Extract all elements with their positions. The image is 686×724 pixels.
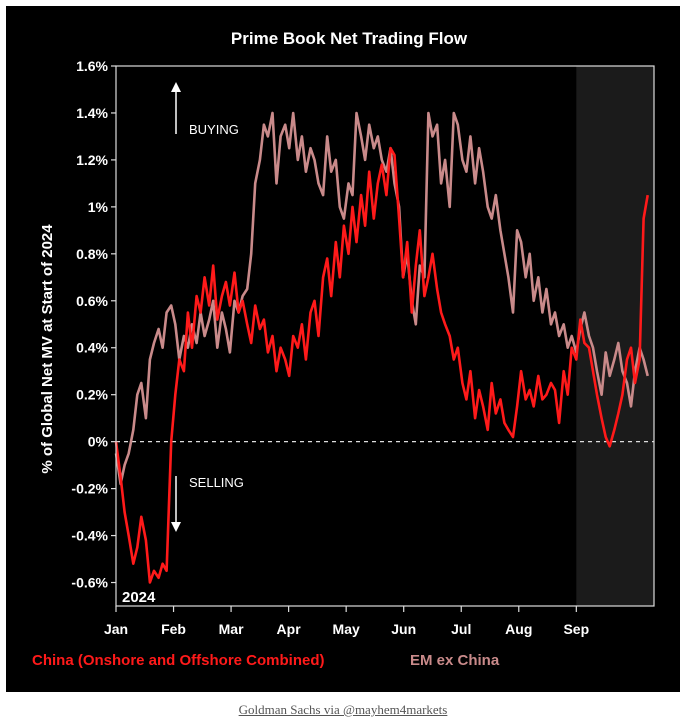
year-label: 2024 (122, 589, 156, 606)
source-caption[interactable]: Goldman Sachs via @mayhem4markets (238, 702, 448, 717)
x-axis-ticks: Jan Feb Mar Apr May Jun Jul Aug Sep (104, 606, 589, 637)
y-tick-label: 0.4% (76, 340, 108, 356)
chart-title: Prime Book Net Trading Flow (231, 29, 468, 48)
y-tick-label: 0.2% (76, 387, 108, 403)
selling-label: SELLING (189, 475, 244, 490)
y-axis-label: % of Global Net MV at Start of 2024 (39, 224, 56, 474)
series-lines (114, 111, 649, 584)
chart-frame: Prime Book Net Trading Flow -0.6% -0.4% -0… (6, 6, 680, 692)
y-tick-label: -0.6% (71, 575, 108, 591)
series-line-china (114, 146, 649, 584)
y-tick-label: -0.4% (71, 528, 108, 544)
line-chart: Prime Book Net Trading Flow -0.6%-0.4%-0… (32, 29, 655, 669)
legend-china: China (Onshore and Offshore Combined) (32, 652, 325, 669)
y-tick-label: -0.2% (71, 481, 108, 497)
series-line-em-ex-china (114, 111, 649, 486)
buying-annotation: BUYING (171, 82, 239, 137)
x-tick-label: Mar (219, 621, 244, 637)
x-tick-label: Aug (505, 621, 532, 637)
y-axis-ticks: -0.6% -0.4% -0.2% 0% 0.2% 0.4% 0.6% 0.8% 1% 1.2% 1… (71, 58, 116, 591)
x-tick-label: Feb (161, 621, 186, 637)
x-tick-label: Jul (451, 621, 471, 637)
y-tick-label: 0.8% (76, 246, 108, 262)
y-tick-label: 1.4% (76, 105, 108, 121)
y-tick-label: 1% (88, 199, 109, 215)
y-tick-label: 1.6% (76, 58, 108, 74)
legend-em-ex-china: EM ex China (410, 652, 500, 669)
y-tick-label: 1.2% (76, 152, 108, 168)
x-tick-label: Jun (391, 621, 416, 637)
y-tick-label: 0% (88, 434, 109, 450)
plot-area-border (115, 65, 655, 607)
y-tick-label: 0.6% (76, 293, 108, 309)
x-tick-label: Jan (104, 621, 128, 637)
x-tick-label: Apr (277, 621, 302, 637)
buying-label: BUYING (189, 122, 239, 137)
selling-annotation: SELLING (171, 475, 244, 532)
x-tick-label: May (333, 621, 360, 637)
x-tick-label: Sep (563, 621, 589, 637)
